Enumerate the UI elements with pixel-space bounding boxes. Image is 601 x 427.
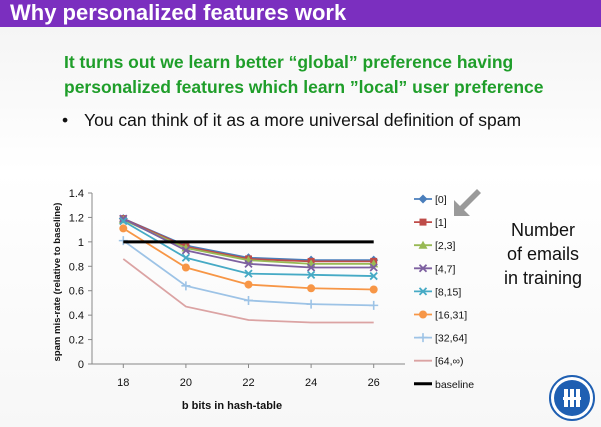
data-point — [119, 214, 128, 223]
legend-label: [0] — [435, 194, 447, 206]
legend-label: [16,31] — [435, 310, 467, 322]
legend-marker — [418, 240, 428, 249]
legend-label: [1] — [435, 217, 447, 229]
data-point — [306, 270, 316, 279]
x-axis-label: b bits in hash-table — [182, 400, 282, 412]
x-tick-label: 22 — [242, 377, 254, 389]
y-axis-label: spam mis-rate (relative to baseline) — [52, 203, 63, 362]
title-bar: Why personalized features work — [0, 0, 601, 27]
bullet-dot-icon: • — [62, 110, 69, 130]
data-point — [306, 263, 316, 272]
data-point — [369, 263, 378, 272]
side-note-line-3: in training — [503, 268, 583, 288]
legend-marker — [418, 287, 428, 296]
data-point — [244, 295, 253, 305]
legend-marker — [418, 333, 428, 343]
bullet-item: • You can think of it as a more universal… — [62, 108, 592, 132]
headline-line-1: It turns out we learn better “global” pr… — [64, 52, 514, 72]
y-tick-label: 0.4 — [69, 310, 84, 322]
side-note-line-1: Number — [510, 220, 576, 240]
x-tick-label: 18 — [117, 377, 129, 389]
side-note-line-2: of emails — [506, 244, 580, 264]
y-tick-label: 1.4 — [69, 188, 84, 200]
data-point — [181, 281, 191, 291]
legend-label: baseline — [435, 379, 474, 391]
legend-label: [32,64] — [435, 333, 467, 345]
side-note: Number of emails in training — [488, 218, 598, 290]
data-point — [181, 246, 191, 255]
y-tick-label: 0 — [78, 359, 84, 371]
headline-line-2: personalized features which learn ”local… — [64, 77, 544, 97]
data-point — [119, 224, 128, 233]
legend-marker — [418, 264, 428, 273]
slide-title: Why personalized features work — [10, 0, 347, 25]
series-line-7 — [122, 258, 374, 324]
data-point — [181, 253, 191, 262]
y-tick-label: 0.8 — [69, 261, 84, 273]
headline: It turns out we learn better “global” pr… — [64, 50, 594, 100]
legend-label: [8,15] — [435, 286, 461, 298]
y-tick-label: 0.6 — [69, 286, 84, 298]
data-point — [244, 280, 253, 289]
legend-marker — [419, 310, 427, 319]
data-point — [244, 269, 253, 278]
legend-label: [64,∞) — [435, 356, 464, 368]
legend-marker — [419, 218, 427, 226]
bullet-text: You can think of it as a more universal … — [84, 110, 522, 130]
y-tick-label: 0.2 — [69, 335, 84, 347]
data-point — [306, 299, 316, 309]
chart-axes: 0 0.2 0.4 0.6 0.8 1 1.2 1.4 18 20 22 24 26 — [69, 188, 405, 389]
down-left-arrow-icon — [454, 189, 481, 216]
data-point — [369, 271, 378, 281]
data-point — [244, 259, 253, 268]
legend-marker — [418, 194, 428, 204]
y-tick-label: 1 — [78, 237, 84, 249]
legend-label: [2,3] — [435, 240, 456, 252]
data-point — [181, 263, 190, 272]
data-point — [307, 284, 316, 293]
chart-series — [118, 214, 379, 324]
x-tick-label: 20 — [180, 377, 192, 389]
university-logo-icon — [549, 375, 595, 421]
x-tick-label: 24 — [305, 377, 317, 389]
x-tick-label: 26 — [368, 377, 380, 389]
data-point — [369, 285, 378, 294]
legend-label: [4,7] — [435, 263, 456, 275]
data-point — [369, 300, 379, 310]
chart-legend: [0] [1] [2,3] [4,7] [8,15] [16,31] [32,64] [64,… — [414, 194, 474, 391]
y-tick-label: 1.2 — [69, 212, 84, 224]
data-point — [119, 216, 128, 226]
